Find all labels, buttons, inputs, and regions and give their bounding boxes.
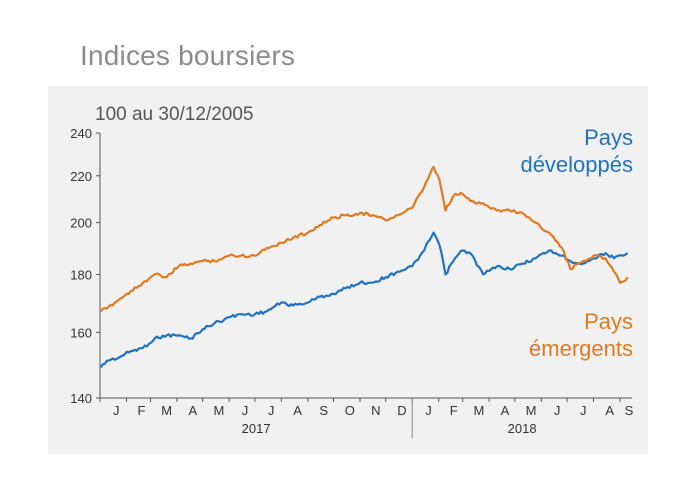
series-label-emergents-line-1: Pays	[584, 309, 633, 334]
x-tick-label: M	[161, 403, 172, 418]
year-label: 2017	[242, 421, 271, 436]
series-label-emergents: Pays émergents	[433, 308, 633, 362]
x-tick-label: A	[501, 403, 510, 418]
y-tick-label: 160	[70, 325, 92, 340]
x-tick-label: M	[526, 403, 537, 418]
x-tick-label: A	[605, 403, 614, 418]
y-tick-label: 200	[70, 216, 92, 231]
y-tick-label: 140	[70, 391, 92, 406]
x-tick-label: J	[425, 403, 432, 418]
x-tick-label: J	[268, 403, 275, 418]
x-tick-label: F	[450, 403, 458, 418]
x-tick-label: M	[213, 403, 224, 418]
year-label: 2018	[508, 421, 537, 436]
x-tick-label: S	[625, 403, 634, 418]
series-label-emergents-line-2: émergents	[529, 336, 633, 361]
x-tick-label: A	[188, 403, 197, 418]
chart-panel	[48, 86, 648, 454]
y-tick-label: 180	[70, 267, 92, 282]
series-label-developpes: Pays développés	[433, 124, 633, 178]
unit-label: 100 au 30/12/2005	[95, 104, 254, 125]
y-tick-label: 240	[70, 126, 92, 141]
page-title: Indices boursiers	[80, 40, 296, 71]
x-tick-label: J	[580, 403, 587, 418]
x-tick-label: A	[293, 403, 302, 418]
x-tick-label: F	[138, 403, 146, 418]
series-label-developpes-line-2: développés	[520, 152, 633, 177]
x-tick-label: N	[371, 403, 380, 418]
series-line-developpes	[99, 231, 629, 368]
x-tick-label: J	[242, 403, 249, 418]
x-tick-label: S	[319, 403, 328, 418]
series-label-developpes-line-1: Pays	[584, 125, 633, 150]
x-tick-label: M	[473, 403, 484, 418]
series-line-emergents	[100, 165, 629, 312]
x-tick-label: J	[113, 403, 120, 418]
y-tick-label: 220	[70, 169, 92, 184]
x-tick-label: J	[554, 403, 561, 418]
x-tick-label: D	[397, 403, 406, 418]
x-tick-label: O	[345, 403, 355, 418]
